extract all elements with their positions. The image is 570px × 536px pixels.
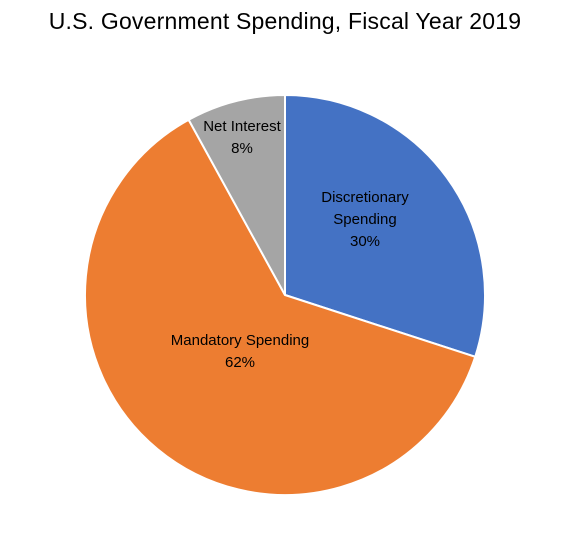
data-label-name: Discretionary bbox=[321, 189, 409, 206]
data-label-name: Mandatory Spending bbox=[171, 332, 309, 349]
pie-slices bbox=[84, 93, 486, 496]
data-label-2: Mandatory Spending 62% bbox=[171, 332, 309, 371]
pie-slice-1 bbox=[284, 93, 486, 359]
data-label-3: Net Interest 8% bbox=[203, 118, 281, 157]
data-label-1: Discretionary Spending 30% bbox=[321, 189, 409, 250]
chart-title: U.S. Government Spending, Fiscal Year 20… bbox=[48, 8, 522, 34]
pie-labels: Discretionary Spending 30% Mandatory Spendi… bbox=[171, 118, 409, 371]
data-label-value: 8% bbox=[231, 140, 253, 157]
data-label-value: 30% bbox=[350, 233, 380, 250]
pie-slice-3 bbox=[187, 93, 286, 296]
data-label-name: Spending bbox=[333, 211, 396, 228]
pie-slice-2 bbox=[84, 118, 477, 496]
data-label-value: 62% bbox=[225, 354, 255, 371]
data-label-name: Net Interest bbox=[203, 118, 281, 135]
